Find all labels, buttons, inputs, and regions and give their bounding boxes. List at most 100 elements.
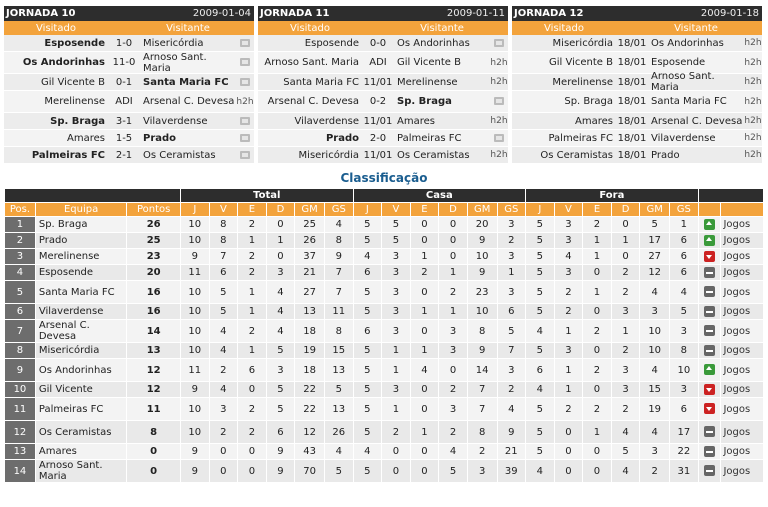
home-team[interactable]: Misericórdia	[552, 37, 613, 49]
home-team[interactable]: Sp. Braga	[564, 96, 613, 107]
tv-icon[interactable]	[240, 58, 250, 66]
match-score[interactable]: 18/01	[617, 132, 647, 144]
match-score[interactable]: 11/01	[363, 76, 393, 88]
h2h-link[interactable]: h2h	[490, 57, 508, 68]
away-team[interactable]: Gil Vicente B	[397, 57, 461, 68]
away-team[interactable]: Os Andorinhas	[651, 37, 724, 49]
tv-link[interactable]	[490, 38, 508, 49]
tv-icon[interactable]	[494, 97, 504, 105]
games-link[interactable]: Jogos	[720, 216, 764, 233]
home-team[interactable]: Amares	[67, 132, 105, 144]
games-link[interactable]: Jogos	[720, 397, 764, 421]
tv-link[interactable]	[236, 150, 254, 161]
team-name[interactable]: Amares	[34, 443, 128, 460]
match-score[interactable]: 0-0	[369, 37, 387, 49]
tv-icon[interactable]	[240, 150, 250, 159]
tv-link[interactable]	[236, 38, 254, 49]
match-score[interactable]: 18/01	[617, 57, 647, 68]
h2h-link[interactable]: h2h	[744, 150, 762, 160]
team-name[interactable]: Misericórdia	[34, 342, 128, 359]
away-team[interactable]: Santa Maria FC	[651, 96, 727, 107]
tv-icon[interactable]	[240, 116, 250, 125]
away-team[interactable]: Arsenal C. Devesa	[651, 115, 743, 127]
match-score[interactable]: ADI	[115, 96, 133, 107]
tv-icon[interactable]	[494, 38, 504, 47]
home-team[interactable]: Gil Vicente B	[549, 57, 613, 68]
games-link[interactable]: Jogos	[720, 381, 764, 398]
home-team[interactable]: Palmeiras FC	[548, 132, 613, 144]
tv-link[interactable]	[236, 77, 254, 88]
away-team[interactable]: Arsenal C. Devesa	[143, 96, 235, 107]
games-link[interactable]: Jogos	[720, 420, 764, 444]
match-score[interactable]: 11/01	[363, 115, 393, 127]
h2h-link[interactable]: h2h	[490, 150, 508, 160]
games-link[interactable]: Jogos	[720, 232, 764, 249]
games-link[interactable]: Jogos	[720, 358, 764, 382]
tv-icon[interactable]	[240, 38, 250, 47]
games-link[interactable]: Jogos	[720, 248, 764, 265]
home-team[interactable]: Santa Maria FC	[283, 76, 359, 88]
h2h-link[interactable]: h2h	[236, 96, 254, 107]
h2h-link[interactable]: h2h	[490, 116, 508, 126]
match-score[interactable]: 2-1	[115, 149, 133, 161]
home-team[interactable]: Merelinense	[44, 96, 105, 107]
away-team[interactable]: Vilaverdense	[143, 115, 208, 127]
games-link[interactable]: Jogos	[720, 280, 764, 304]
away-team[interactable]: Vilaverdense	[651, 132, 716, 144]
team-name[interactable]: Os Ceramistas	[34, 420, 128, 444]
away-team[interactable]: Palmeiras FC	[397, 132, 462, 144]
match-score[interactable]: 2-0	[369, 132, 387, 144]
match-score[interactable]: 1-5	[115, 132, 133, 144]
home-team[interactable]: Misericórdia	[298, 149, 359, 161]
games-link[interactable]: Jogos	[720, 319, 764, 343]
team-name[interactable]: Arnoso Sant. Maria	[34, 459, 128, 483]
away-team[interactable]: Os Ceramistas	[397, 149, 470, 161]
home-team[interactable]: Arsenal C. Devesa	[267, 96, 359, 107]
home-team[interactable]: Amares	[575, 115, 613, 127]
games-link[interactable]: Jogos	[720, 264, 764, 281]
match-score[interactable]: 11/01	[363, 149, 393, 161]
tv-icon[interactable]	[240, 133, 250, 142]
away-team[interactable]: Arnoso Sant. Maria	[143, 51, 207, 74]
team-name[interactable]: Gil Vicente	[34, 381, 128, 398]
tv-link[interactable]	[236, 116, 254, 127]
home-team[interactable]: Os Ceramistas	[540, 149, 613, 161]
tv-link[interactable]	[236, 133, 254, 144]
away-team[interactable]: Os Ceramistas	[143, 149, 216, 161]
team-name[interactable]: Esposende	[34, 264, 128, 281]
home-team[interactable]: Arnoso Sant. Maria	[264, 57, 359, 68]
home-team[interactable]: Os Andorinhas	[22, 57, 105, 68]
home-team[interactable]: Prado	[325, 132, 359, 144]
team-name[interactable]: Sp. Braga	[34, 216, 128, 233]
tv-link[interactable]	[236, 57, 254, 68]
home-team[interactable]: Gil Vicente B	[41, 76, 105, 88]
games-link[interactable]: Jogos	[720, 443, 764, 460]
games-link[interactable]: Jogos	[720, 342, 764, 359]
tv-link[interactable]	[490, 133, 508, 144]
home-team[interactable]: Esposende	[304, 37, 359, 49]
away-team[interactable]: Amares	[397, 115, 435, 127]
away-team[interactable]: Os Andorinhas	[397, 37, 470, 49]
match-score[interactable]: 18/01	[617, 76, 647, 88]
match-score[interactable]: 18/01	[617, 37, 647, 49]
away-team[interactable]: Merelinense	[397, 76, 458, 88]
away-team[interactable]: Sp. Braga	[397, 96, 452, 107]
match-score[interactable]: 0-2	[369, 96, 387, 107]
home-team[interactable]: Vilaverdense	[294, 115, 359, 127]
h2h-link[interactable]: h2h	[744, 77, 762, 87]
home-team[interactable]: Merelinense	[552, 76, 613, 88]
match-score[interactable]: 1-0	[115, 37, 133, 49]
tv-icon[interactable]	[240, 77, 250, 86]
match-score[interactable]: ADI	[369, 57, 387, 68]
match-score[interactable]: 18/01	[617, 96, 647, 107]
h2h-link[interactable]: h2h	[744, 133, 762, 143]
games-link[interactable]: Jogos	[720, 303, 764, 320]
team-name[interactable]: Os Andorinhas	[34, 358, 128, 382]
away-team[interactable]: Arnoso Sant. Maria	[651, 71, 715, 93]
home-team[interactable]: Palmeiras FC	[31, 149, 105, 161]
away-team[interactable]: Prado	[651, 149, 680, 161]
match-score[interactable]: 0-1	[115, 76, 133, 88]
home-team[interactable]: Sp. Braga	[50, 115, 105, 127]
h2h-link[interactable]: h2h	[744, 38, 762, 48]
team-name[interactable]: Arsenal C. Devesa	[34, 319, 128, 343]
